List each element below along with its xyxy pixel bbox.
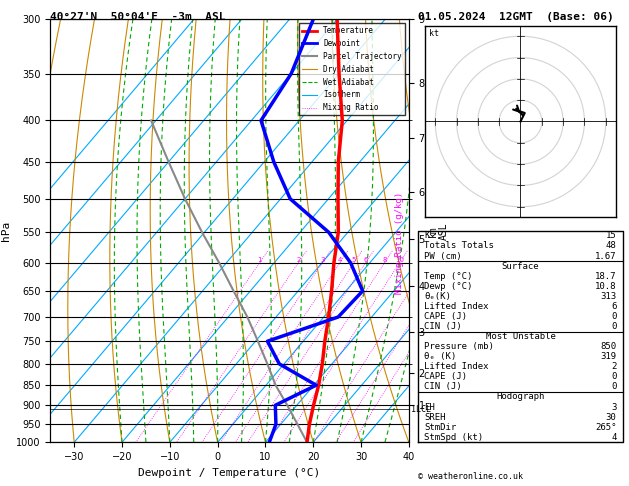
Text: θₑ(K): θₑ(K) [425, 292, 451, 301]
Text: Pressure (mb): Pressure (mb) [425, 342, 494, 351]
Text: SREH: SREH [425, 413, 446, 421]
Text: 6: 6 [364, 257, 368, 263]
Text: 0: 0 [611, 322, 616, 331]
Text: CAPE (J): CAPE (J) [425, 372, 467, 382]
Text: 1LCL: 1LCL [411, 405, 431, 414]
Text: CIN (J): CIN (J) [425, 382, 462, 391]
Text: K: K [425, 231, 430, 241]
Text: Hodograph: Hodograph [496, 393, 545, 401]
Text: 6: 6 [611, 302, 616, 311]
Text: 1: 1 [257, 257, 262, 263]
Text: Most Unstable: Most Unstable [486, 332, 555, 341]
Text: StmDir: StmDir [425, 423, 457, 432]
Text: CIN (J): CIN (J) [425, 322, 462, 331]
Text: 0: 0 [611, 382, 616, 391]
Text: Lifted Index: Lifted Index [425, 302, 489, 311]
Text: 5: 5 [352, 257, 356, 263]
Text: 10: 10 [395, 257, 404, 263]
Text: 15: 15 [606, 231, 616, 241]
Text: 265°: 265° [595, 423, 616, 432]
Text: 0: 0 [611, 312, 616, 321]
Y-axis label: km
ASL: km ASL [428, 222, 449, 240]
Text: CAPE (J): CAPE (J) [425, 312, 467, 321]
Text: Lifted Index: Lifted Index [425, 362, 489, 371]
Text: EH: EH [425, 402, 435, 412]
Text: 1.67: 1.67 [595, 252, 616, 260]
Text: 4: 4 [611, 433, 616, 442]
Text: Dewp (°C): Dewp (°C) [425, 282, 473, 291]
Text: © weatheronline.co.uk: © weatheronline.co.uk [418, 472, 523, 481]
Text: 0: 0 [611, 372, 616, 382]
Text: Mixing Ratio (g/kg): Mixing Ratio (g/kg) [395, 192, 404, 294]
Text: 30: 30 [606, 413, 616, 421]
Text: 313: 313 [601, 292, 616, 301]
Text: 3: 3 [611, 402, 616, 412]
Text: StmSpd (kt): StmSpd (kt) [425, 433, 484, 442]
Text: PW (cm): PW (cm) [425, 252, 462, 260]
Text: 4: 4 [338, 257, 342, 263]
Text: 10.8: 10.8 [595, 282, 616, 291]
Y-axis label: hPa: hPa [1, 221, 11, 241]
Text: 2: 2 [611, 362, 616, 371]
Text: 2: 2 [296, 257, 301, 263]
Text: 40°27'N  50°04'E  -3m  ASL: 40°27'N 50°04'E -3m ASL [50, 12, 226, 22]
Text: θₑ (K): θₑ (K) [425, 352, 457, 361]
Text: 48: 48 [606, 242, 616, 250]
Text: Totals Totals: Totals Totals [425, 242, 494, 250]
Text: 01.05.2024  12GMT  (Base: 06): 01.05.2024 12GMT (Base: 06) [418, 12, 614, 22]
Text: Temp (°C): Temp (°C) [425, 272, 473, 280]
Legend: Temperature, Dewpoint, Parcel Trajectory, Dry Adiabat, Wet Adiabat, Isotherm, Mi: Temperature, Dewpoint, Parcel Trajectory… [299, 23, 405, 115]
X-axis label: Dewpoint / Temperature (°C): Dewpoint / Temperature (°C) [138, 468, 321, 478]
Text: 18.7: 18.7 [595, 272, 616, 280]
Text: 850: 850 [601, 342, 616, 351]
Text: 8: 8 [382, 257, 387, 263]
Text: 319: 319 [601, 352, 616, 361]
Text: 3: 3 [320, 257, 325, 263]
Text: kt: kt [429, 29, 439, 38]
Text: Surface: Surface [502, 261, 539, 271]
